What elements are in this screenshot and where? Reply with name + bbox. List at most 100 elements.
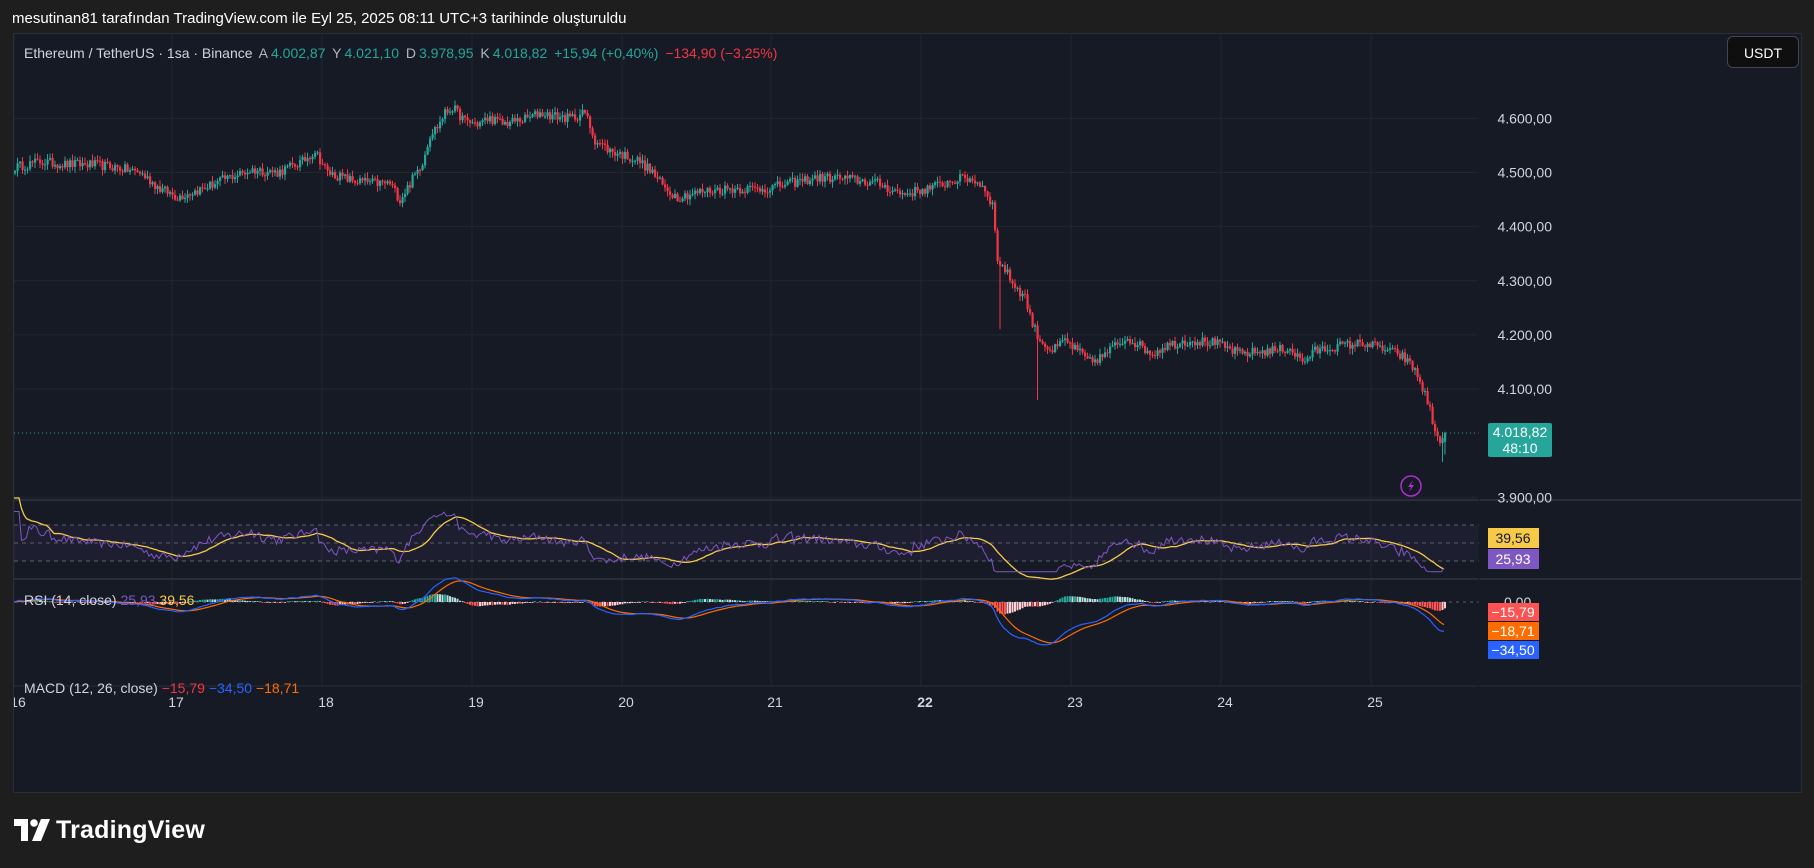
macd-hist-bar [1041, 602, 1044, 606]
macd-hist-bar [1144, 601, 1146, 602]
macd-hist-bar [1371, 602, 1374, 603]
macd-hist-bar [51, 601, 54, 602]
macd-legend[interactable]: MACD (12, 26, close) −15,79 −34,50 −18,7… [24, 680, 299, 696]
macd-hist-bar [674, 602, 676, 604]
candle-body [1324, 346, 1327, 352]
macd-hist-bar [1014, 602, 1016, 612]
macd-hist-bar [71, 602, 74, 603]
candle-body [96, 160, 99, 162]
candle-body [196, 190, 199, 195]
candle-body [1074, 344, 1077, 350]
macd-hist-bar [1419, 602, 1421, 606]
candle-body [991, 202, 994, 205]
rsi-legend[interactable]: RSI (14, close) 25,93 39,56 [24, 592, 194, 608]
macd-hist-bar [456, 598, 459, 602]
macd-hist-bar [81, 602, 84, 603]
macd-hist-bar [571, 602, 574, 603]
chart-frame[interactable]: 4.600,00 4.500,00 4.400,00 4.300,00 4.200,00… [13, 33, 1802, 793]
candle-body [1001, 265, 1004, 267]
macd-hist-bar [559, 602, 561, 603]
candle-body [256, 170, 259, 174]
candle-body [54, 164, 57, 167]
macd-hist-bar [1431, 602, 1434, 610]
candle-body [1404, 352, 1407, 363]
macd-hist-bar [226, 599, 229, 602]
candle-body [41, 163, 44, 165]
candle-body [526, 114, 529, 118]
candle-body [129, 170, 132, 172]
symbol-name[interactable]: Ethereum / TetherUS · 1sa · Binance [24, 45, 253, 61]
macd-hist-bar [836, 601, 839, 602]
macd-hist-bar [209, 599, 211, 602]
macd-hist-bar [514, 602, 516, 604]
macd-hist-bar [916, 601, 919, 602]
macd-hist-bar [159, 602, 161, 605]
symbol-legend[interactable]: Ethereum / TetherUS · 1sa · Binance A 4.0… [24, 45, 780, 61]
macd-hist-bar [666, 602, 669, 604]
candle-body [1006, 269, 1009, 273]
macd-hist-bar [1079, 596, 1081, 602]
candle-body [434, 127, 437, 135]
candle-body [194, 190, 197, 195]
macd-hist-bar [1291, 601, 1294, 602]
currency-button[interactable]: USDT [1727, 36, 1799, 68]
candle-body [621, 152, 624, 159]
macd-hist-bar [1111, 596, 1114, 602]
candle-body [451, 111, 454, 113]
macd-hist-bar [141, 602, 144, 603]
macd-hist-bar [451, 597, 454, 602]
macd-hist-bar [641, 601, 644, 602]
chart-canvas[interactable]: 4.600,00 4.500,00 4.400,00 4.300,00 4.200,00… [14, 34, 1801, 792]
candle-body [586, 112, 589, 117]
time-tick-label: 18 [318, 694, 334, 710]
candle-body [566, 113, 569, 122]
macd-hist-bar [1136, 599, 1139, 602]
candle-body [696, 190, 699, 193]
candle-body [1064, 338, 1067, 341]
candle-body [631, 160, 634, 162]
candle-body [1154, 355, 1157, 357]
macd-hist-bar [904, 602, 906, 604]
candle-body [814, 175, 817, 179]
macd-hist-bar [989, 602, 991, 606]
candle-body [984, 185, 987, 192]
candle-body [976, 182, 979, 184]
candle-body [1249, 354, 1252, 357]
candle-body [1156, 350, 1159, 356]
macd-hist-bar [539, 601, 541, 602]
macd-hist-bar [444, 594, 446, 602]
macd-hist-bar [1276, 601, 1279, 602]
macd-hist-bar [469, 602, 471, 605]
candle-body [261, 168, 264, 176]
macd-hist-bar [86, 602, 89, 603]
tradingview-logo[interactable]: TradingView [14, 816, 205, 844]
macd-hist-bar [1351, 601, 1354, 602]
candle-body [1164, 348, 1167, 350]
macd-hist-bar [1309, 602, 1311, 603]
macd-hist-bar [1424, 602, 1426, 608]
candle-body [694, 190, 697, 195]
macd-hist-bar [239, 600, 241, 602]
candle-body [929, 185, 932, 190]
candle-body [1281, 344, 1284, 353]
macd-hist-bar [581, 602, 584, 603]
candle-body [14, 171, 17, 174]
candle-body [1131, 343, 1134, 345]
candle-body [896, 189, 899, 191]
candle-body [1256, 352, 1259, 354]
macd-hist-bar [911, 602, 914, 603]
candle-body [394, 185, 397, 189]
candle-body [671, 194, 674, 198]
candle-body [244, 172, 247, 175]
candle-body [421, 165, 424, 171]
macd-histogram [14, 593, 1446, 615]
candle-body [1189, 342, 1192, 346]
candle-body [491, 116, 494, 125]
macd-hist-bar [501, 602, 504, 605]
candle-body [531, 114, 534, 118]
candle-body [1406, 358, 1409, 363]
candle-body [399, 200, 402, 204]
candle-body [876, 178, 879, 180]
candle-body [569, 113, 572, 117]
macd-hist-bar [739, 600, 741, 602]
